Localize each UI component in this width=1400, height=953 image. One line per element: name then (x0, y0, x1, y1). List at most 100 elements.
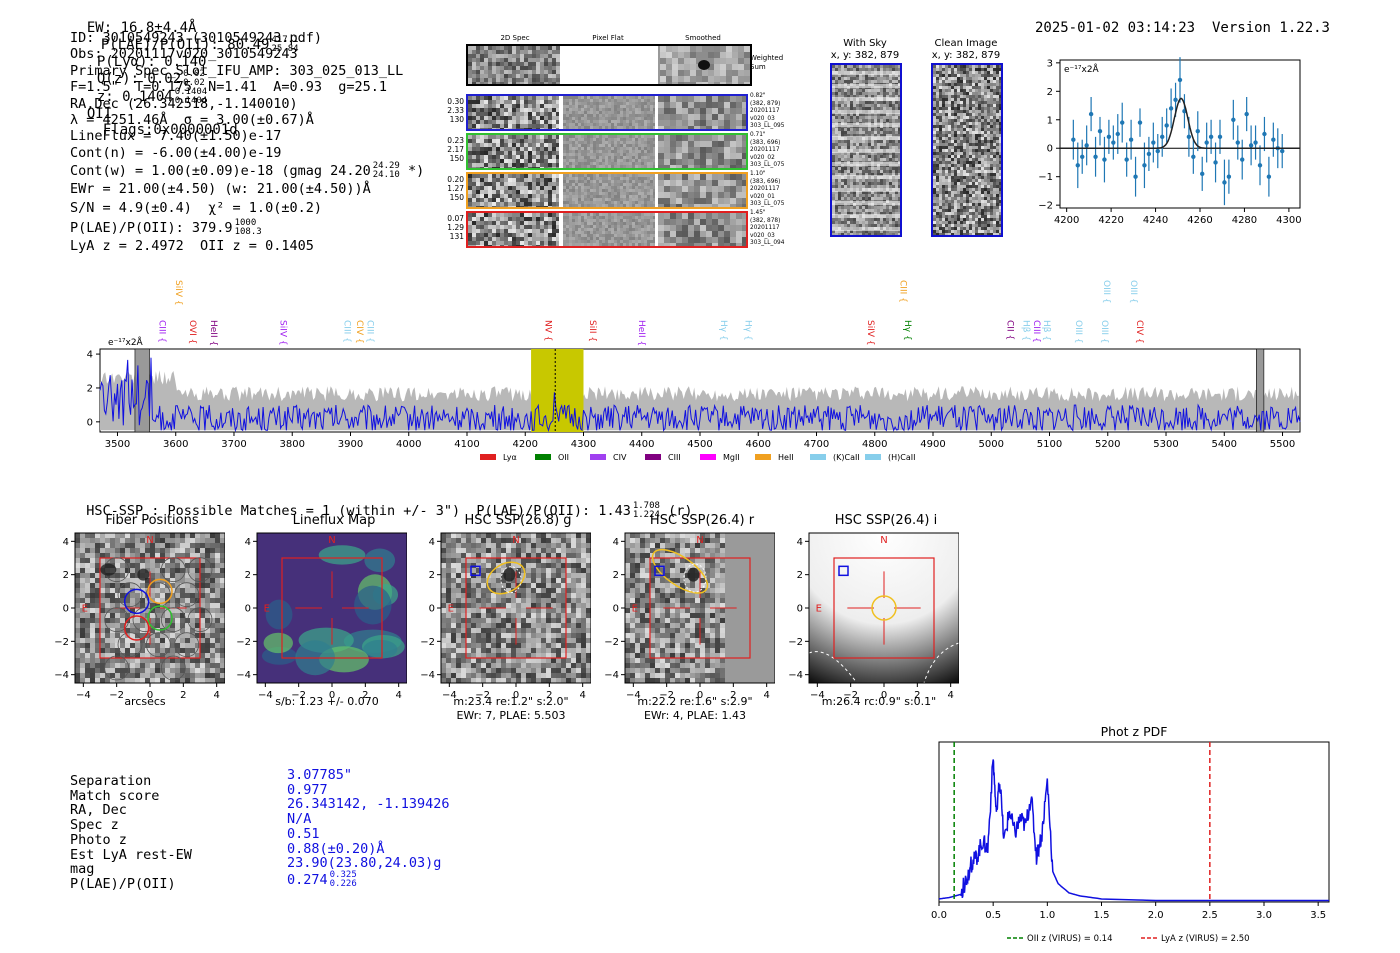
noise-pixel (972, 143, 975, 146)
noise-pixel (532, 245, 536, 246)
noise-pixel (611, 150, 614, 153)
noise-pixel (859, 179, 862, 182)
noise-pixel (712, 135, 718, 141)
noise-pixel (880, 221, 883, 224)
noise-pixel (584, 174, 587, 177)
noise-pixel (942, 65, 945, 68)
noise-pixel (605, 177, 608, 180)
noise-pixel (520, 139, 524, 143)
noise-pixel (653, 141, 656, 144)
noise-pixel (620, 108, 623, 111)
noise-pixel (954, 98, 957, 101)
noise-pixel (512, 128, 516, 129)
noise-pixel (647, 234, 650, 237)
noise-pixel (880, 179, 883, 182)
noise-pixel (492, 202, 496, 206)
noise-pixel (853, 77, 856, 80)
noise-pixel (718, 219, 724, 225)
noise-pixel (492, 147, 496, 151)
noise-pixel (883, 221, 886, 224)
noise-pixel (552, 139, 556, 143)
noise-pixel (999, 128, 1001, 131)
noise-pixel (617, 186, 620, 189)
noise-pixel (488, 104, 492, 108)
noise-pixel (730, 231, 736, 237)
noise-pixel (540, 62, 544, 66)
noise-pixel (650, 162, 653, 165)
noise-pixel (480, 139, 484, 143)
noise-pixel (476, 186, 480, 190)
noise-pixel (520, 143, 524, 147)
noise-pixel (599, 156, 602, 159)
noise-pixel (708, 46, 714, 52)
noise-pixel (853, 194, 856, 197)
header-plya: P(Lyα): 0.140 (96, 54, 207, 70)
with-sky-fiber-stripe (832, 84, 900, 88)
noise-pixel (572, 192, 575, 195)
noise-pixel (578, 102, 581, 105)
noise-pixel (552, 217, 556, 221)
noise-pixel (706, 102, 712, 108)
noise-pixel (883, 134, 886, 137)
noise-pixel (540, 46, 544, 50)
noise-pixel (524, 62, 528, 66)
noise-pixel (957, 77, 960, 80)
noise-pixel (963, 74, 966, 77)
noise-pixel (862, 230, 865, 233)
noise-pixel (653, 117, 656, 120)
noise-pixel (883, 224, 886, 227)
noise-pixel (969, 68, 972, 71)
noise-pixel (569, 123, 572, 126)
noise-pixel (712, 165, 718, 168)
noise-pixel (742, 108, 746, 114)
noise-pixel (544, 135, 548, 139)
noise-pixel (670, 198, 676, 204)
noise-pixel (984, 86, 987, 89)
noise-pixel (540, 96, 544, 100)
noise-pixel (700, 204, 706, 207)
noise-pixel (688, 108, 694, 114)
noise-pixel (690, 76, 696, 82)
noise-pixel (871, 134, 874, 137)
noise-pixel (629, 177, 632, 180)
noise-pixel (605, 180, 608, 183)
noise-pixel (524, 237, 528, 241)
noise-pixel (832, 152, 835, 155)
noise-pixel (552, 225, 556, 229)
noise-pixel (566, 114, 569, 117)
noise-pixel (972, 98, 975, 101)
noise-pixel (972, 134, 975, 137)
noise-pixel (999, 89, 1001, 92)
noise-pixel (596, 234, 599, 237)
noise-pixel (647, 108, 650, 111)
noise-pixel (626, 240, 629, 243)
noise-pixel (832, 233, 835, 235)
noise-pixel (611, 234, 614, 237)
noise-pixel (647, 144, 650, 147)
noise-pixel (874, 221, 877, 224)
noise-pixel (536, 58, 540, 62)
noise-pixel (599, 186, 602, 189)
noise-pixel (512, 147, 516, 151)
noise-pixel (512, 241, 516, 245)
noise-pixel (706, 141, 712, 147)
noise-pixel (682, 141, 688, 147)
noise-pixel (605, 147, 608, 150)
noise-pixel (975, 83, 978, 86)
noise-pixel (572, 243, 575, 246)
noise-pixel (496, 70, 500, 74)
noise-pixel (500, 96, 504, 100)
spec2d-raw-noise (468, 96, 560, 129)
noise-pixel (936, 95, 939, 98)
noise-pixel (608, 219, 611, 222)
noise-pixel (647, 138, 650, 141)
noise-pixel (714, 64, 720, 70)
noise-pixel (596, 123, 599, 126)
noise-pixel (641, 96, 644, 99)
noise-pixel (629, 180, 632, 183)
noise-pixel (520, 233, 524, 237)
noise-pixel (552, 50, 556, 54)
noise-pixel (714, 46, 720, 52)
noise-pixel (578, 201, 581, 204)
noise-pixel (850, 77, 853, 80)
